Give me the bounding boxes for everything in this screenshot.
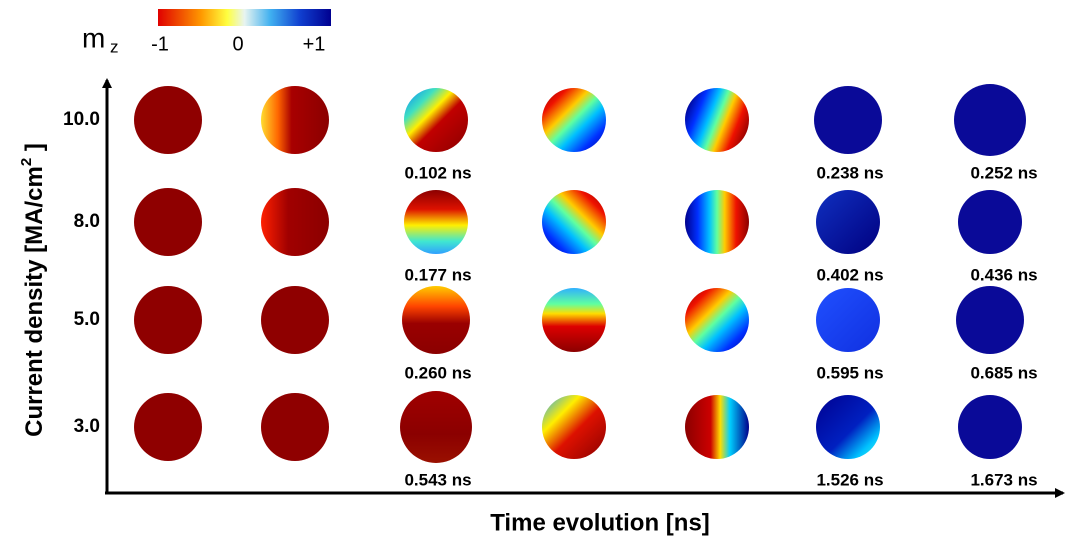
snapshot	[685, 88, 749, 152]
snapshot	[542, 288, 606, 352]
snapshot	[134, 86, 202, 154]
time-label: 0.436 ns	[970, 265, 1037, 284]
snapshot	[261, 86, 329, 154]
colorbar-label-subscript: z	[110, 37, 119, 56]
time-label: 1.673 ns	[970, 470, 1037, 489]
snapshot	[261, 188, 329, 256]
row-label: 8.0	[74, 211, 100, 232]
snapshot	[954, 84, 1026, 156]
snapshot	[958, 395, 1022, 459]
row-label: 5.0	[74, 309, 100, 330]
time-label: 0.685 ns	[970, 363, 1037, 382]
colorbar-label: m	[82, 22, 105, 53]
x-axis-label: Time evolution [ns]	[490, 509, 710, 536]
snapshot	[816, 395, 880, 459]
colorbar-tick: 0	[232, 33, 243, 55]
snapshot	[685, 395, 749, 459]
time-label: 0.252 ns	[970, 163, 1037, 182]
row-label: 3.0	[74, 416, 100, 437]
snapshot	[404, 190, 468, 254]
snapshot	[400, 391, 472, 463]
snapshot	[261, 286, 329, 354]
snapshot	[958, 190, 1022, 254]
snapshot	[685, 190, 749, 254]
snapshot	[134, 286, 202, 354]
time-label: 0.238 ns	[816, 163, 883, 182]
colorbar-tick: +1	[303, 33, 326, 55]
snapshot	[542, 88, 606, 152]
snapshot	[134, 188, 202, 256]
snapshot	[261, 393, 329, 461]
y-axis-label-suffix: ]	[21, 143, 48, 158]
snapshot	[685, 288, 749, 352]
time-label: 0.402 ns	[816, 265, 883, 284]
time-label: 1.526 ns	[816, 470, 883, 489]
y-axis-label: Current density [MA/cm2 ]	[18, 143, 48, 437]
time-label: 0.543 ns	[404, 470, 471, 489]
snapshot	[134, 393, 202, 461]
snapshot	[542, 395, 606, 459]
time-label: 0.595 ns	[816, 363, 883, 382]
snapshot	[956, 286, 1024, 354]
time-label: 0.102 ns	[404, 163, 471, 182]
snapshot	[542, 190, 606, 254]
colorbar-tick: -1	[151, 33, 169, 55]
row-label: 10.0	[63, 109, 100, 130]
snapshot	[816, 190, 880, 254]
snapshot	[814, 86, 882, 154]
time-label: 0.177 ns	[404, 265, 471, 284]
snapshot	[816, 288, 880, 352]
colorbar	[158, 9, 331, 26]
snapshot	[402, 286, 470, 354]
snapshot	[404, 88, 468, 152]
time-label: 0.260 ns	[404, 363, 471, 382]
y-axis-label-superscript: 2	[18, 158, 35, 166]
y-axis-label-text: Current density [MA/cm	[21, 166, 48, 437]
